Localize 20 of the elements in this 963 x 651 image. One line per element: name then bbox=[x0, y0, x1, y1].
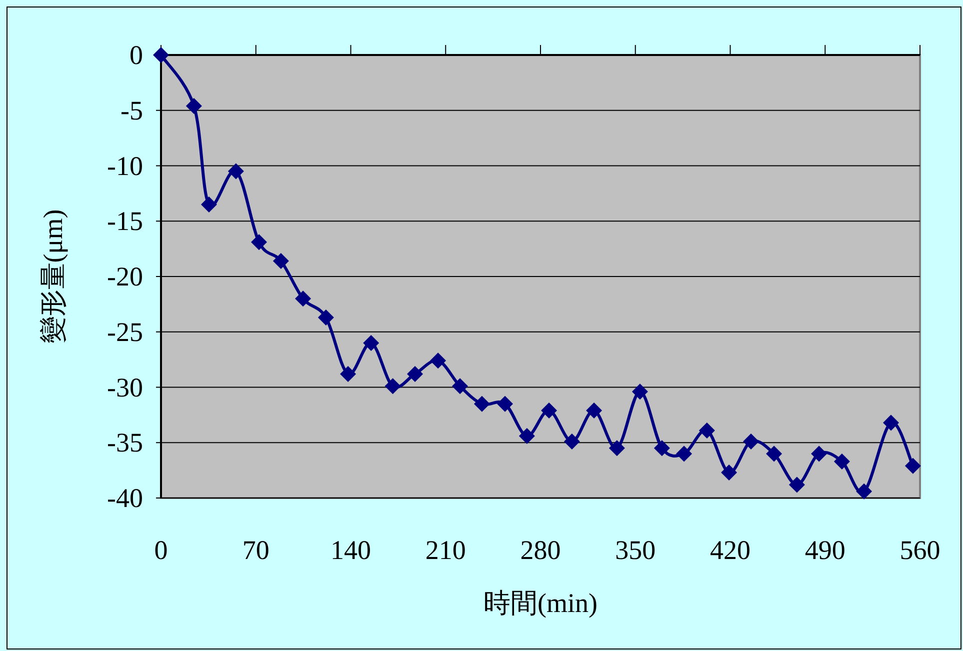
x-tick-label: 70 bbox=[242, 535, 270, 565]
y-tick-label: 0 bbox=[130, 40, 143, 70]
x-tick-label: 560 bbox=[900, 535, 940, 565]
x-tick-label: 420 bbox=[710, 535, 750, 565]
y-axis-title: 變形量(μm) bbox=[38, 209, 68, 344]
y-tick-label: -30 bbox=[107, 372, 143, 402]
y-tick-label: -25 bbox=[107, 316, 143, 347]
y-tick-label: -10 bbox=[107, 150, 143, 181]
x-tick-label: 490 bbox=[804, 535, 846, 565]
x-tick-label: 280 bbox=[520, 535, 561, 565]
y-tick-label: -35 bbox=[107, 428, 143, 458]
x-tick-label: 210 bbox=[425, 535, 466, 565]
y-tick-label: -20 bbox=[107, 262, 143, 292]
x-tick-label: 350 bbox=[615, 535, 656, 565]
x-axis-title: 時間(min) bbox=[484, 588, 598, 618]
y-tick-label: -15 bbox=[107, 206, 143, 236]
x-tick-label: 140 bbox=[330, 535, 371, 565]
x-tick-label: 0 bbox=[154, 535, 168, 565]
y-tick-label: -40 bbox=[107, 483, 143, 513]
y-tick-label: -5 bbox=[120, 95, 143, 126]
